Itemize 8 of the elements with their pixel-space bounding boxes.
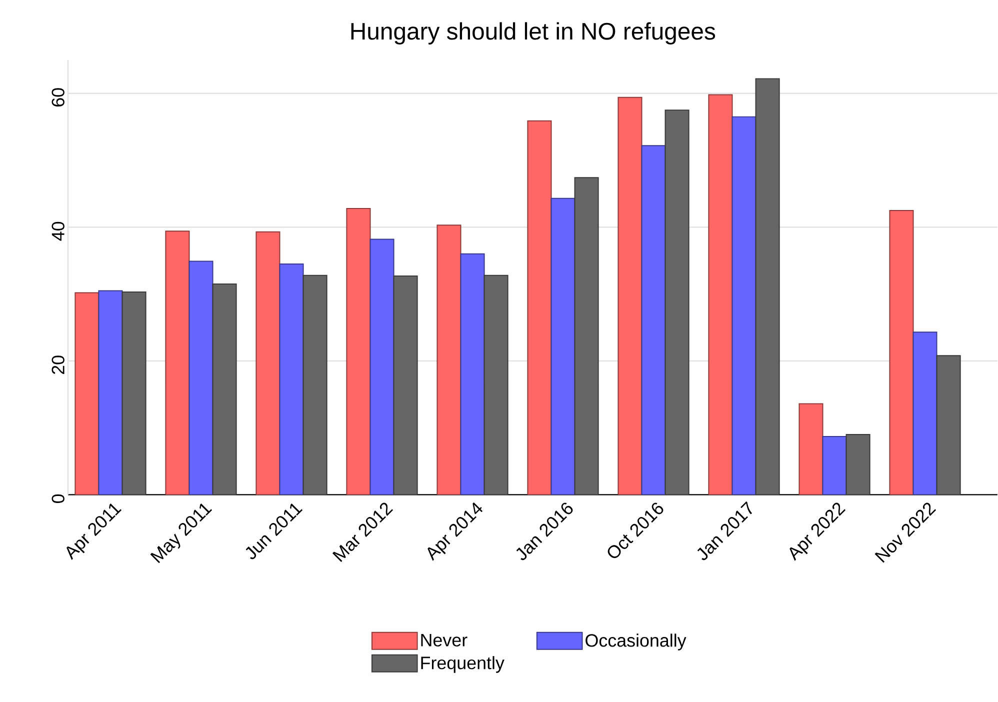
y-tick-label: 0	[52, 494, 64, 504]
legend-label: Never	[421, 634, 468, 647]
y-tick-label: 20	[52, 356, 64, 374]
legend-label: Frequently	[421, 656, 504, 674]
y-tick-label: 40	[52, 222, 64, 241]
legend-label: Occasionally	[586, 634, 686, 651]
y-tick-label: 60	[52, 88, 64, 107]
chart-title: Hungary should let in NO refugees	[351, 22, 716, 45]
